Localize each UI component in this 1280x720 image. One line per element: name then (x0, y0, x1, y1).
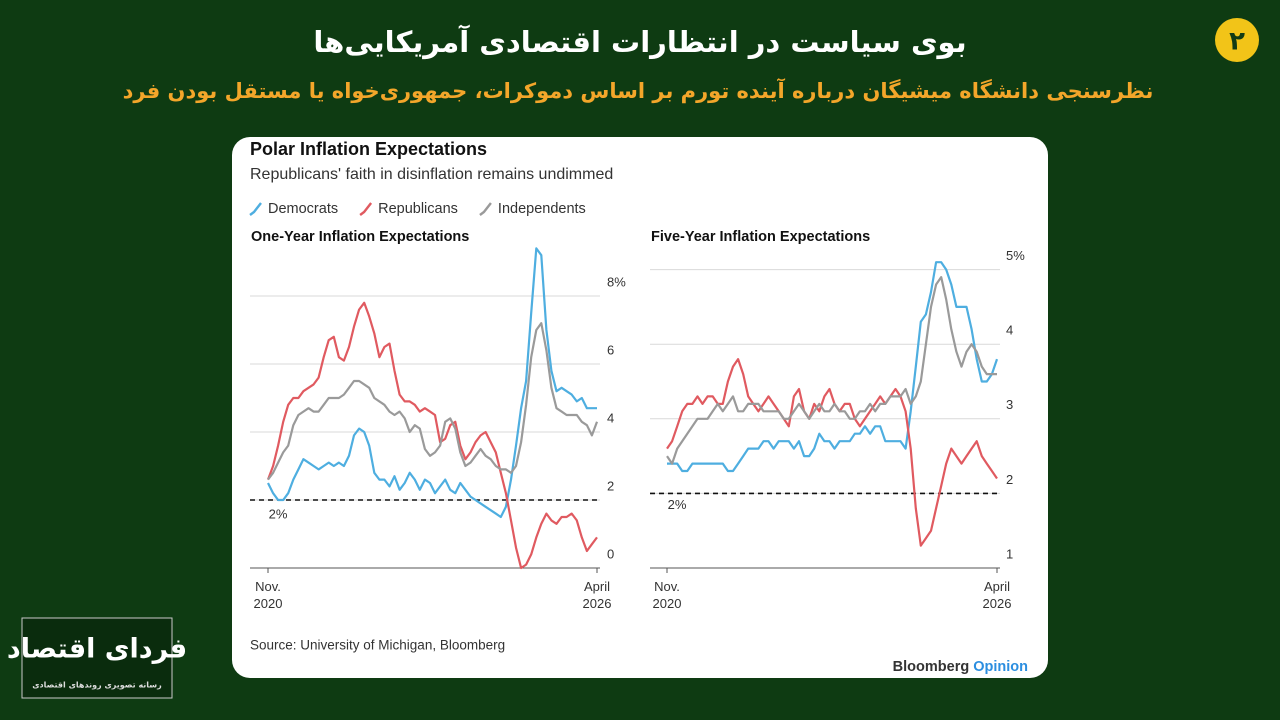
chart-title: One-Year Inflation Expectations (251, 229, 469, 245)
x-tick-line: Nov. (654, 579, 680, 594)
source: Source: University of Michigan, Bloomber… (250, 638, 505, 653)
x-tick-line: April (984, 579, 1010, 594)
reference-label: 2% (269, 506, 288, 521)
card-subtitle: Republicans' faith in disinflation remai… (250, 166, 613, 183)
chart-title: Five-Year Inflation Expectations (651, 229, 870, 245)
y-tick-label: 3 (1006, 397, 1013, 412)
x-tick-line: 2020 (254, 596, 283, 611)
x-tick-label: April 2026 (983, 579, 1012, 611)
x-tick-line: 2026 (983, 596, 1012, 611)
brand-suffix: Opinion (973, 659, 1028, 675)
legend-label: Republicans (378, 201, 458, 217)
y-tick-label: 8% (607, 274, 626, 289)
logo-tagline: رسانه تصویری روندهای اقتصادی (32, 681, 162, 690)
y-tick-label: 4 (1006, 323, 1013, 338)
series-line (266, 301, 598, 570)
y-tick-label: 2 (607, 478, 614, 493)
x-tick-line: 2020 (653, 596, 682, 611)
brand: Bloomberg Opinion (893, 659, 1028, 675)
y-tick-label: 2 (1006, 472, 1013, 487)
y-tick-label: 4 (607, 410, 614, 425)
x-tick-label: April 2026 (583, 579, 612, 611)
series-line (666, 358, 998, 547)
legend-icon (359, 202, 373, 216)
y-tick-label: 1 (1006, 546, 1013, 561)
legend-label: Independents (498, 201, 586, 217)
card-title: Polar Inflation Expectations (250, 139, 487, 159)
logo-name: فردای اقتصاد (7, 634, 187, 665)
header-title: بوی سیاست در انتظارات اقتصادی آمریکایی‌ه… (313, 24, 966, 59)
legend-label: Democrats (268, 201, 338, 217)
y-tick-label: 0 (607, 546, 614, 561)
legend-icon (249, 202, 262, 216)
x-tick-line: Nov. (255, 579, 281, 594)
brand-name: Bloomberg (893, 659, 970, 675)
reference-label: 2% (668, 497, 687, 512)
x-tick-label: Nov. 2020 (254, 579, 283, 611)
x-tick-line: 2026 (583, 596, 612, 611)
series-line (667, 261, 999, 473)
series-line (666, 276, 997, 465)
series-line (267, 322, 599, 481)
header-subtitle: نظرسنجی دانشگاه میشیگان درباره آینده تور… (123, 78, 1154, 103)
x-tick-label: Nov. 2020 (653, 579, 682, 611)
card (232, 137, 1048, 678)
x-tick-line: April (584, 579, 610, 594)
legend-icon (479, 202, 492, 216)
badge: ۲ (1229, 27, 1245, 57)
y-tick-label: 5% (1006, 248, 1025, 263)
logo-box (21, 617, 173, 699)
y-tick-label: 6 (607, 342, 614, 357)
series-line (267, 247, 597, 519)
badge-circle (1215, 18, 1259, 62)
